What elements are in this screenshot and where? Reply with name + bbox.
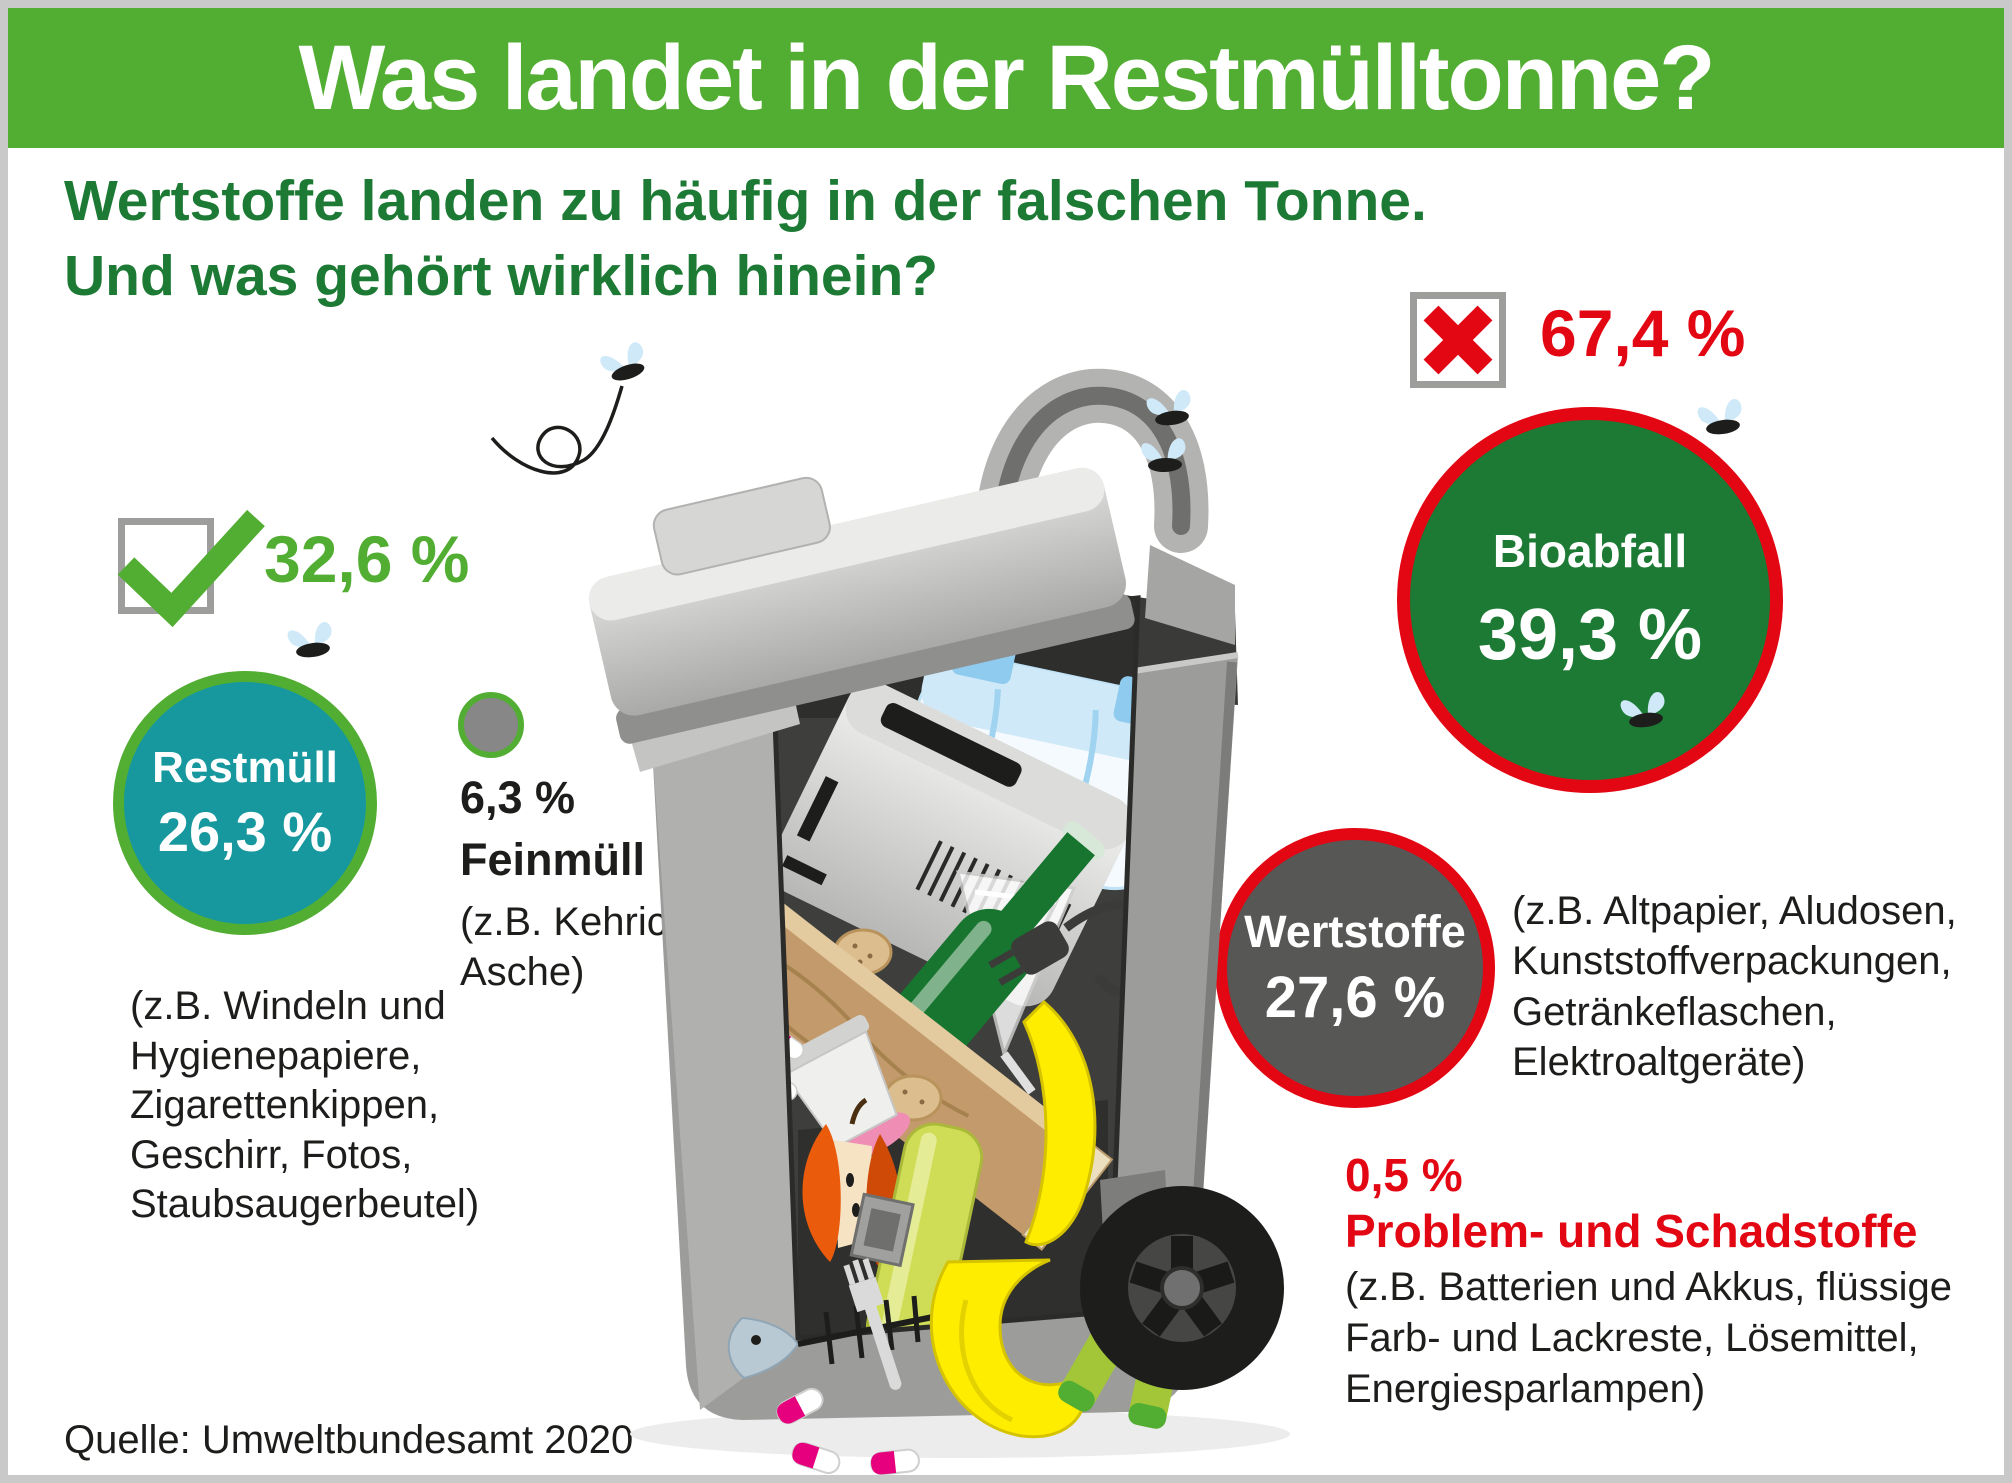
glass-bottle (845, 821, 1105, 1116)
bin-wheel (1080, 1170, 1284, 1390)
bioabfall-bubble: Bioabfall 39,3 % (1397, 407, 1783, 793)
bin-shadow (630, 1410, 1290, 1458)
wertstoffe-percent: 27,6 % (1264, 964, 1446, 1030)
yogurt-cup (773, 1014, 911, 1160)
restmuell-percent: 26,3 % (157, 799, 333, 863)
subtitle: Wertstoffe landen zu häufig in der falsc… (64, 164, 1427, 314)
toaster (772, 681, 1133, 1007)
fly-icon (1146, 389, 1191, 428)
fly-flight-path (490, 385, 624, 475)
bin-body (651, 652, 1239, 1420)
bin-lid (588, 467, 1135, 744)
feinmuell-bubble (458, 692, 524, 758)
bin-mouth (795, 545, 1238, 705)
wertstoffe-label: Wertstoffe (1244, 905, 1466, 957)
restmuell-label: Restmüll (152, 742, 338, 792)
bin-interior-edge (769, 595, 1141, 1341)
fly-icon (1138, 434, 1187, 477)
banana-peel (1022, 999, 1097, 1247)
wertstoffe-examples: (z.B. Altpapier, Aludosen, Kunststoffver… (1512, 889, 1957, 1085)
feinmuell-percent: 6,3 % (460, 772, 576, 823)
pill-icon (788, 1439, 844, 1477)
schadstoffe-label: Problem- und Schadstoffe (1345, 1205, 1918, 1257)
fly-icon (287, 621, 332, 660)
schadstoffe-examples: (z.B. Batterien und Akkus, flüssige Farb… (1345, 1265, 1952, 1411)
pill-icon (772, 1079, 800, 1109)
correct-percent: 32,6 % (264, 522, 470, 596)
green-block (849, 1122, 984, 1338)
power-plug (988, 900, 1138, 997)
apple-core (802, 1097, 901, 1266)
diaper (898, 629, 1138, 891)
fly-icon (598, 341, 648, 386)
wine-glass (956, 870, 1077, 1095)
cork (833, 928, 893, 976)
wrong-percent: 67,4 % (1540, 296, 1746, 370)
plastic-fork (843, 1258, 902, 1390)
bin-interior (772, 598, 1138, 1338)
header-banner: Was landet in der Restmülltonne? (8, 8, 2004, 148)
cork (883, 1074, 968, 1176)
banana-peel (929, 1258, 1093, 1439)
bioabfall-label: Bioabfall (1492, 525, 1688, 577)
fish-skeleton (727, 1289, 991, 1380)
battery-icon (1126, 1285, 1193, 1431)
page-title: Was landet in der Restmülltonne? (298, 26, 1716, 129)
pill-icon (772, 1024, 808, 1064)
fly-icon (1697, 398, 1742, 437)
restmuell-examples: (z.B. Windeln und Hygienepapiere, Zigare… (130, 984, 480, 1227)
bin-handle (974, 368, 1209, 599)
restmuell-bubble: Restmüll 26,3 % (113, 671, 377, 935)
feinmuell-label: Feinmüll (460, 834, 646, 885)
pill-icon (868, 1447, 922, 1477)
battery-icon (1054, 1274, 1158, 1416)
lid-underside (616, 632, 800, 772)
bin-back-corner (1145, 545, 1235, 645)
check-icon (117, 509, 265, 628)
subtitle-line2: Und was gehört wirklich hinein? (64, 244, 939, 309)
cross-icon (1423, 305, 1493, 375)
bioabfall-percent: 39,3 % (1477, 595, 1703, 675)
wertstoffe-bubble: Wertstoffe 27,6 % (1215, 828, 1495, 1108)
schadstoffe-percent: 0,5 % (1345, 1149, 1463, 1201)
pill-icon (772, 1384, 828, 1428)
subtitle-line1: Wertstoffe landen zu häufig in der falsc… (64, 169, 1427, 233)
source-note: Quelle: Umweltbundesamt 2020 (64, 1418, 634, 1462)
feinmuell-examples: (z.B. Kehricht und Asche) (460, 900, 778, 994)
